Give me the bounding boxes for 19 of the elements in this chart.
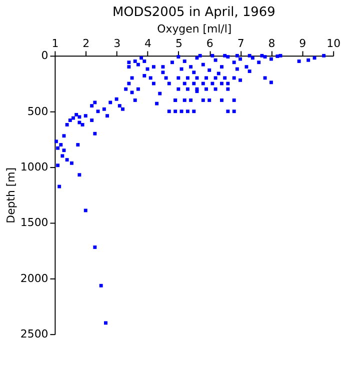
x-tick-label: 8 bbox=[268, 37, 276, 50]
x-tick-label: 3 bbox=[114, 37, 121, 50]
y-tick-label: 2000 bbox=[20, 272, 48, 285]
y-tick-label: 1500 bbox=[20, 216, 48, 230]
x-tick-label: 6 bbox=[206, 37, 214, 50]
y-tick-label: 0 bbox=[41, 49, 48, 62]
x-axis-title: Oxygen [ml/l] bbox=[157, 22, 232, 36]
x-tick-label: 5 bbox=[175, 37, 182, 50]
x-tick-label: 9 bbox=[299, 37, 306, 50]
chart-title: MODS2005 in April, 1969 bbox=[112, 4, 276, 20]
y-tick-label: 500 bbox=[27, 104, 48, 118]
y-tick-label: 2500 bbox=[20, 328, 48, 341]
x-tick-label: 2 bbox=[82, 37, 90, 50]
x-tick-label: 7 bbox=[237, 37, 244, 50]
y-axis-title: Depth [m] bbox=[4, 167, 18, 224]
y-tick-label: 1000 bbox=[20, 160, 48, 174]
x-tick-label: 4 bbox=[144, 37, 152, 50]
x-tick-label: 10 bbox=[326, 37, 341, 50]
x-tick-label: 1 bbox=[52, 37, 59, 50]
